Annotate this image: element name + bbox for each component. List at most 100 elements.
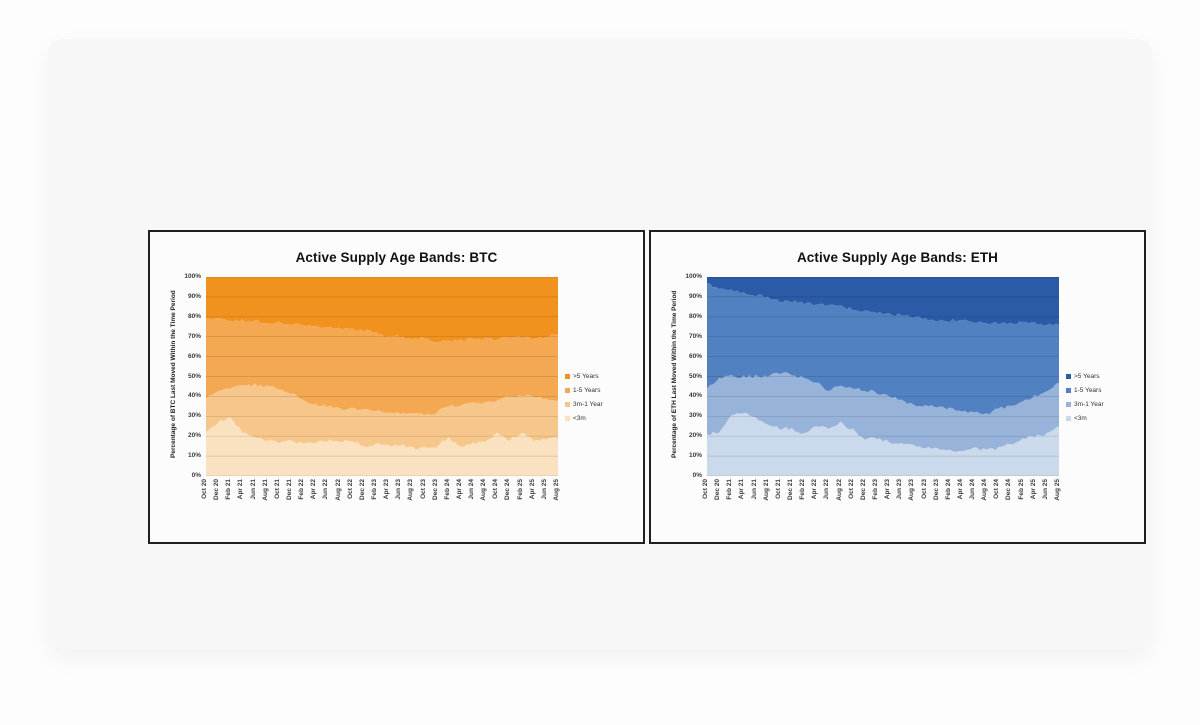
legend-item: <3m (1066, 415, 1104, 422)
legend-label: 3m-1 Year (1074, 401, 1104, 408)
x-tick-label: Oct 23 (419, 479, 427, 499)
btc-chart-panel: Active Supply Age Bands: BTC Percentage … (148, 230, 645, 544)
legend-label: >5 Years (573, 373, 599, 380)
x-tick-label: Oct 24 (993, 479, 1001, 499)
x-tick-label: Aug 21 (762, 479, 770, 501)
legend-item: >5 Years (565, 373, 603, 380)
x-tick-label: Aug 22 (835, 479, 843, 501)
legend-label: <3m (1074, 415, 1087, 422)
x-tick-label: Aug 24 (480, 479, 488, 501)
legend-swatch-icon (565, 416, 570, 421)
x-tick-label: Dec 21 (787, 479, 794, 500)
x-tick-label: Aug 25 (553, 479, 560, 501)
y-tick-label: 30% (187, 412, 201, 420)
x-tick-label: Oct 22 (346, 479, 354, 499)
x-tick-label: Apr 25 (528, 479, 536, 500)
y-tick-label: 50% (688, 372, 702, 380)
x-tick-label: Dec 22 (859, 479, 867, 500)
area-band--3m (707, 412, 1059, 476)
legend-item: <3m (565, 415, 603, 422)
x-tick-label: Apr 24 (956, 479, 964, 500)
y-tick-label: 70% (688, 332, 702, 340)
x-tick-label: Dec 20 (213, 479, 221, 500)
legend-swatch-icon (565, 402, 570, 407)
x-tick-label: Apr 21 (237, 479, 245, 500)
y-tick-label: 60% (187, 352, 201, 360)
x-tick-label: Feb 24 (443, 479, 451, 500)
x-tick-label: Jun 21 (249, 479, 257, 500)
legend-swatch-icon (565, 388, 570, 393)
y-tick-label: 60% (688, 352, 702, 360)
legend-label: <3m (573, 415, 586, 422)
btc-stacked-area-chart (206, 277, 558, 476)
x-tick-label: Aug 22 (334, 479, 342, 501)
area-band--5-years (206, 277, 558, 343)
legend-swatch-icon (1066, 388, 1071, 393)
y-tick-label: 80% (187, 312, 201, 320)
x-tick-label: Apr 22 (811, 479, 819, 500)
y-axis-ticks-btc: 0% 10% 20% 30% 40% 50% 60% 70% 80% 90% 100% (150, 273, 203, 479)
x-tick-label: Jun 22 (322, 479, 330, 500)
x-tick-label: Dec 24 (504, 479, 512, 500)
x-tick-label: Oct 21 (774, 479, 782, 499)
stacked-area-svg (206, 277, 558, 476)
x-tick-label: Oct 20 (201, 479, 208, 499)
y-tick-label: 90% (187, 292, 201, 300)
area-band-3m-1-year (707, 372, 1059, 452)
y-tick-label: 10% (187, 452, 201, 460)
x-tick-label: Feb 21 (726, 479, 734, 500)
y-tick-label: 20% (187, 432, 201, 440)
y-tick-label: 40% (688, 392, 702, 400)
x-tick-label: Feb 25 (516, 479, 524, 500)
legend-swatch-icon (1066, 374, 1071, 379)
y-tick-label: 30% (688, 412, 702, 420)
x-tick-label: Jun 21 (750, 479, 758, 500)
x-tick-label: Dec 23 (431, 479, 439, 500)
x-tick-label: Jun 23 (896, 479, 904, 500)
x-tick-label: Feb 23 (370, 479, 378, 500)
y-tick-label: 0% (692, 472, 702, 479)
y-tick-label: 70% (187, 332, 201, 340)
legend-label: 1-5 Years (1074, 387, 1102, 394)
x-tick-label: Jun 24 (468, 479, 475, 500)
area-band-1-5-years (206, 318, 558, 416)
y-tick-label: 10% (688, 452, 702, 460)
y-tick-label: 80% (688, 312, 702, 320)
chart-title-eth: Active Supply Age Bands: ETH (796, 250, 999, 265)
x-tick-label: Oct 23 (920, 479, 928, 499)
content-card: Active Supply Age Bands: BTC Percentage … (48, 39, 1152, 650)
legend-item: 1-5 Years (565, 387, 603, 394)
area-band--5-years (707, 277, 1059, 326)
x-axis-ticks-eth: Oct 20 Dec 20 Feb 21 Apr 21 Jun 21 Aug 21 Oct … (702, 479, 1061, 541)
x-tick-label: Oct 22 (847, 479, 855, 499)
x-tick-label: Dec 24 (1005, 479, 1013, 500)
y-tick-label: 100% (184, 273, 201, 280)
legend-item: >5 Years (1066, 373, 1104, 380)
x-tick-label: Dec 23 (932, 479, 940, 500)
legend-swatch-icon (1066, 416, 1071, 421)
x-tick-label: Apr 25 (1029, 479, 1037, 500)
area-band-3m-1-year (206, 383, 558, 450)
x-tick-label: Oct 21 (273, 479, 281, 499)
x-tick-label: Apr 21 (738, 479, 746, 500)
eth-chart-panel: Active Supply Age Bands: ETH Percentage … (649, 230, 1146, 544)
x-tick-label: Apr 24 (455, 479, 463, 500)
x-tick-label: Feb 22 (298, 479, 306, 500)
y-tick-label: 90% (688, 292, 702, 300)
y-tick-label: 0% (191, 472, 201, 479)
x-tick-label: Aug 24 (981, 479, 989, 501)
x-tick-label: Feb 23 (871, 479, 879, 500)
x-tick-label: Jun 22 (823, 479, 831, 500)
legend-item: 3m-1 Year (1066, 401, 1104, 408)
x-tick-label: Jun 25 (1041, 479, 1049, 500)
y-tick-label: 100% (685, 273, 702, 280)
x-tick-label: Dec 20 (714, 479, 722, 500)
y-tick-label: 40% (187, 392, 201, 400)
x-axis-ticks-btc: Oct 20 Dec 20 Feb 21 Apr 21 Jun 21 Aug 21 Oct … (201, 479, 560, 541)
x-tick-label: Oct 20 (702, 479, 709, 499)
legend-swatch-icon (565, 374, 570, 379)
x-tick-label: Dec 22 (358, 479, 366, 500)
x-tick-label: Apr 23 (383, 479, 391, 500)
chart-title-btc: Active Supply Age Bands: BTC (295, 250, 498, 265)
y-tick-label: 50% (187, 372, 201, 380)
